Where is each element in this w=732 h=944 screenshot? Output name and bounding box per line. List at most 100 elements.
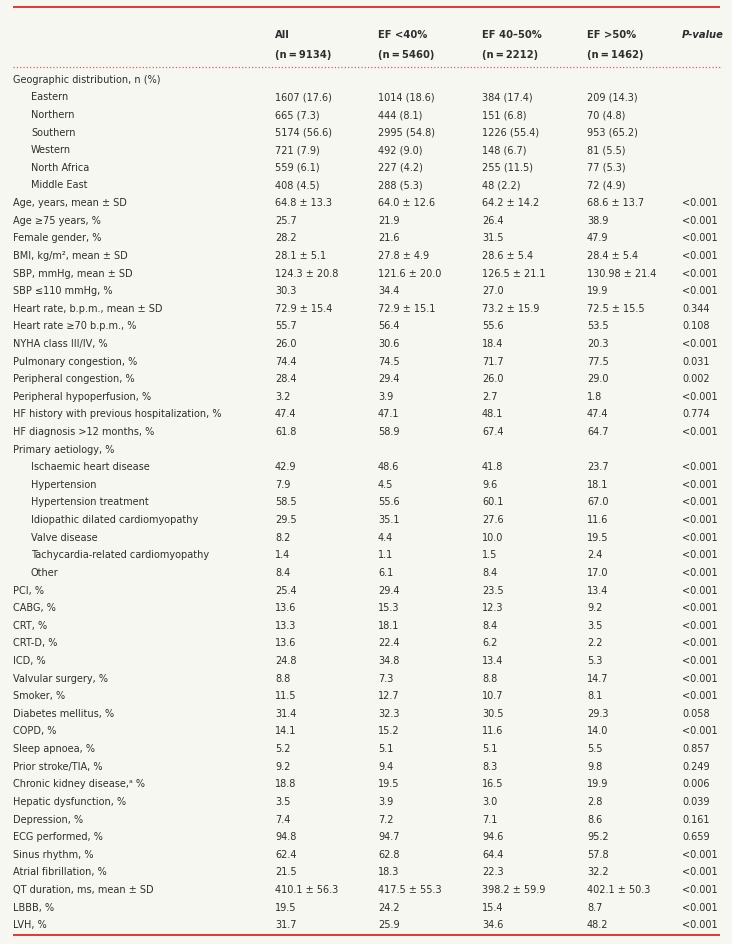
Text: CRT-D, %: CRT-D, % [13,638,57,648]
Text: <0.001: <0.001 [682,514,717,525]
Text: Peripheral hypoperfusion, %: Peripheral hypoperfusion, % [13,392,151,401]
Text: (n = 2212): (n = 2212) [482,50,538,59]
Text: <0.001: <0.001 [682,867,717,876]
Text: 8.1: 8.1 [587,690,602,700]
Text: 27.0: 27.0 [482,286,504,295]
Text: <0.001: <0.001 [682,902,717,912]
Text: 124.3 ± 20.8: 124.3 ± 20.8 [275,268,338,278]
Text: 47.9: 47.9 [587,233,608,243]
Text: LVH, %: LVH, % [13,919,47,929]
Text: 77 (5.3): 77 (5.3) [587,162,626,173]
Text: Pulmonary congestion, %: Pulmonary congestion, % [13,356,138,366]
Text: 19.9: 19.9 [587,286,608,295]
Text: EF >50%: EF >50% [587,30,636,40]
Text: (n = 1462): (n = 1462) [587,50,643,59]
Text: Other: Other [31,567,59,578]
Text: 56.4: 56.4 [378,321,400,331]
Text: 9.8: 9.8 [587,761,602,771]
Text: <0.001: <0.001 [682,286,717,295]
Text: 25.9: 25.9 [378,919,400,929]
Text: 408 (4.5): 408 (4.5) [275,180,319,191]
Text: 18.1: 18.1 [378,620,400,630]
Text: Valve disease: Valve disease [31,532,97,542]
Text: 25.4: 25.4 [275,585,296,595]
Text: 24.8: 24.8 [275,655,296,666]
Text: <0.001: <0.001 [682,726,717,735]
Text: 444 (8.1): 444 (8.1) [378,110,422,120]
Text: 29.4: 29.4 [378,585,400,595]
Text: 5.1: 5.1 [378,743,393,753]
Text: 68.6 ± 13.7: 68.6 ± 13.7 [587,198,644,208]
Text: 7.9: 7.9 [275,480,291,489]
Text: 0.659: 0.659 [682,832,709,841]
Text: 23.5: 23.5 [482,585,504,595]
Text: <0.001: <0.001 [682,638,717,648]
Text: (n = 5460): (n = 5460) [378,50,434,59]
Text: 7.4: 7.4 [275,814,291,824]
Text: 64.2 ± 14.2: 64.2 ± 14.2 [482,198,539,208]
Text: 0.774: 0.774 [682,409,710,419]
Text: Hypertension: Hypertension [31,480,97,489]
Text: 19.5: 19.5 [275,902,296,912]
Text: 14.1: 14.1 [275,726,296,735]
Text: 953 (65.2): 953 (65.2) [587,127,638,138]
Text: Northern: Northern [31,110,75,120]
Text: <0.001: <0.001 [682,480,717,489]
Text: (n = 9134): (n = 9134) [275,50,332,59]
Text: 94.7: 94.7 [378,832,400,841]
Text: 73.2 ± 15.9: 73.2 ± 15.9 [482,303,539,313]
Text: 48 (2.2): 48 (2.2) [482,180,520,191]
Text: 72.9 ± 15.4: 72.9 ± 15.4 [275,303,332,313]
Text: 8.8: 8.8 [482,673,497,683]
Text: <0.001: <0.001 [682,497,717,507]
Text: 1.5: 1.5 [482,549,497,560]
Text: Heart rate, b.p.m., mean ± SD: Heart rate, b.p.m., mean ± SD [13,303,163,313]
Text: 10.7: 10.7 [482,690,504,700]
Text: 55.7: 55.7 [275,321,296,331]
Text: <0.001: <0.001 [682,392,717,401]
Text: 26.4: 26.4 [482,215,504,226]
Text: <0.001: <0.001 [682,620,717,630]
Text: 130.98 ± 21.4: 130.98 ± 21.4 [587,268,657,278]
Text: Diabetes mellitus, %: Diabetes mellitus, % [13,708,114,718]
Text: 30.3: 30.3 [275,286,296,295]
Text: 148 (6.7): 148 (6.7) [482,145,526,155]
Text: 14.0: 14.0 [587,726,608,735]
Text: QT duration, ms, mean ± SD: QT duration, ms, mean ± SD [13,884,154,894]
Text: Sleep apnoea, %: Sleep apnoea, % [13,743,95,753]
Text: 288 (5.3): 288 (5.3) [378,180,422,191]
Text: All: All [275,30,290,40]
Text: Hepatic dysfunction, %: Hepatic dysfunction, % [13,796,126,806]
Text: Tachycardia-related cardiomyopathy: Tachycardia-related cardiomyopathy [31,549,209,560]
Text: 24.2: 24.2 [378,902,400,912]
Text: EF <40%: EF <40% [378,30,427,40]
Text: 27.6: 27.6 [482,514,504,525]
Text: Hypertension treatment: Hypertension treatment [31,497,149,507]
Text: 58.9: 58.9 [378,427,400,436]
Text: <0.001: <0.001 [682,849,717,859]
Text: 48.2: 48.2 [587,919,608,929]
Text: 72.9 ± 15.1: 72.9 ± 15.1 [378,303,436,313]
Text: 25.7: 25.7 [275,215,296,226]
Text: 55.6: 55.6 [482,321,504,331]
Text: 64.7: 64.7 [587,427,608,436]
Text: 55.6: 55.6 [378,497,400,507]
Text: Valvular surgery, %: Valvular surgery, % [13,673,108,683]
Text: 11.6: 11.6 [587,514,608,525]
Text: 30.5: 30.5 [482,708,504,718]
Text: 0.857: 0.857 [682,743,710,753]
Text: 19.5: 19.5 [587,532,608,542]
Text: 3.9: 3.9 [378,392,393,401]
Text: 28.2: 28.2 [275,233,296,243]
Text: 18.4: 18.4 [482,339,504,348]
Text: 21.6: 21.6 [378,233,400,243]
Text: 19.5: 19.5 [378,779,400,788]
Text: 384 (17.4): 384 (17.4) [482,93,533,102]
Text: Geographic distribution, n (%): Geographic distribution, n (%) [13,75,160,85]
Text: CRT, %: CRT, % [13,620,47,630]
Text: 209 (14.3): 209 (14.3) [587,93,638,102]
Text: 31.7: 31.7 [275,919,296,929]
Text: HF diagnosis >12 months, %: HF diagnosis >12 months, % [13,427,154,436]
Text: BMI, kg/m², mean ± SD: BMI, kg/m², mean ± SD [13,251,128,261]
Text: SBP ≤110 mmHg, %: SBP ≤110 mmHg, % [13,286,113,295]
